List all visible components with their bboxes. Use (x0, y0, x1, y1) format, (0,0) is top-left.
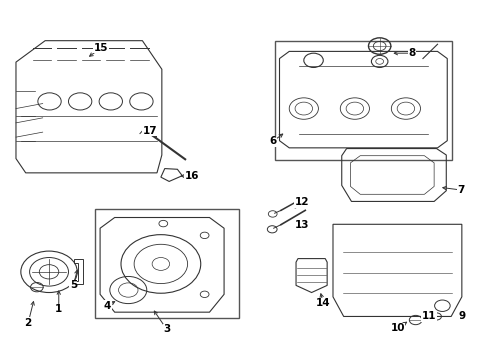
Text: 12: 12 (294, 197, 308, 207)
Text: 17: 17 (142, 126, 157, 136)
Text: 11: 11 (421, 311, 436, 321)
Text: 5: 5 (70, 280, 77, 291)
Text: 4: 4 (103, 301, 111, 311)
Bar (274, 41, 451, 160)
Text: 3: 3 (163, 324, 170, 334)
Text: 2: 2 (24, 318, 32, 328)
Text: 16: 16 (184, 171, 199, 181)
Text: 1: 1 (55, 304, 62, 314)
Text: 8: 8 (408, 48, 415, 58)
Text: 9: 9 (458, 311, 465, 321)
Text: 6: 6 (268, 136, 276, 147)
Text: 10: 10 (389, 323, 404, 333)
Text: 15: 15 (94, 43, 108, 53)
Bar (95, 208, 238, 318)
Text: 7: 7 (456, 185, 464, 195)
Text: 14: 14 (315, 298, 330, 308)
Text: 13: 13 (294, 220, 308, 230)
